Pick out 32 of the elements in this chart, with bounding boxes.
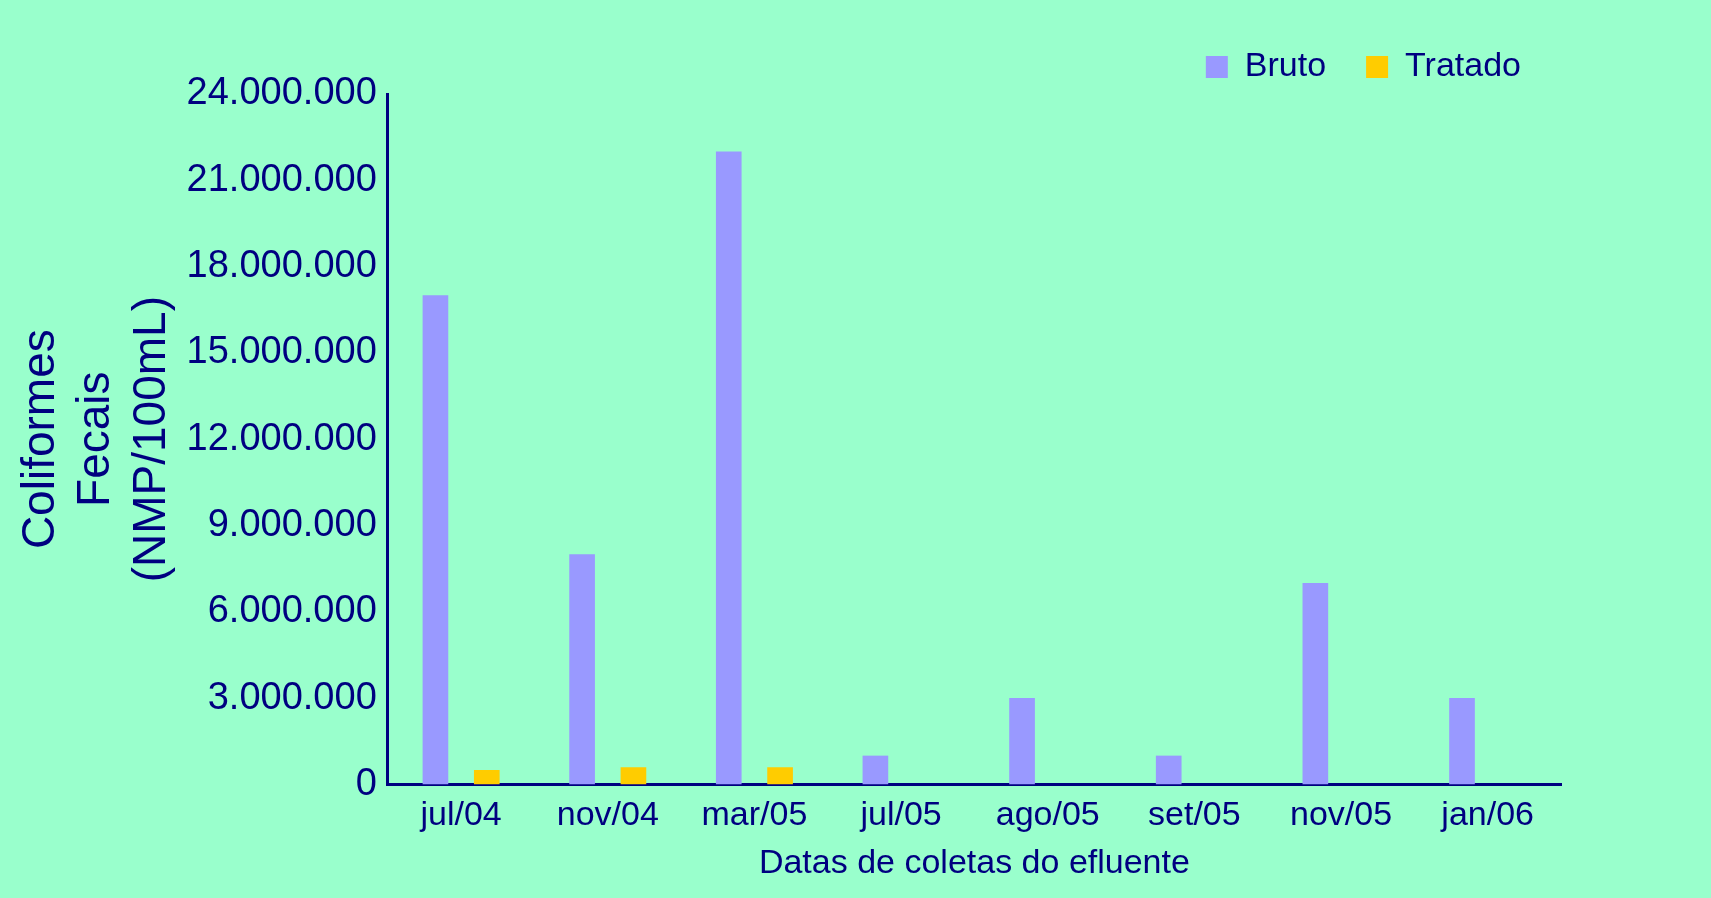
bar (473, 770, 500, 785)
x-tick-label: ago/05 (995, 794, 1100, 833)
x-tick-label: mar/05 (701, 794, 808, 833)
y-tick-label: 9.000.000 (207, 501, 377, 544)
x-tick-label: jul/04 (419, 794, 502, 833)
bar (1449, 698, 1475, 785)
y-tick-label: 18.000.000 (186, 243, 377, 286)
legend-label: Bruto (1244, 45, 1327, 84)
x-axis-title: Datas de coletas do efluente (758, 841, 1190, 880)
bar (862, 755, 889, 785)
bar (767, 767, 793, 785)
bar (422, 295, 449, 785)
y-tick-label: 21.000.000 (186, 156, 377, 199)
bar (569, 554, 595, 785)
y-tick-label: 3.000.000 (207, 674, 377, 717)
x-tick-label: jul/05 (859, 794, 942, 833)
y-axis-title: Coliformes Fecais (NMP/100mL) (12, 296, 175, 583)
bar (715, 151, 742, 785)
x-tick-label: nov/04 (556, 794, 659, 833)
legend-label: Tratado (1405, 45, 1522, 84)
bar (1009, 698, 1035, 785)
bar (620, 767, 647, 785)
x-tick-label: set/05 (1148, 794, 1241, 833)
y-tick-label: 0 (355, 760, 377, 803)
bar (1302, 583, 1329, 785)
y-tick-label: 15.000.000 (186, 329, 377, 372)
y-tick-label: 12.000.000 (186, 415, 377, 458)
y-tick-label: 24.000.000 (186, 70, 377, 113)
x-tick-label: nov/05 (1289, 794, 1393, 833)
x-tick-label: jan/06 (1440, 794, 1534, 833)
y-tick-label: 6.000.000 (207, 588, 377, 631)
bar (1155, 755, 1182, 785)
